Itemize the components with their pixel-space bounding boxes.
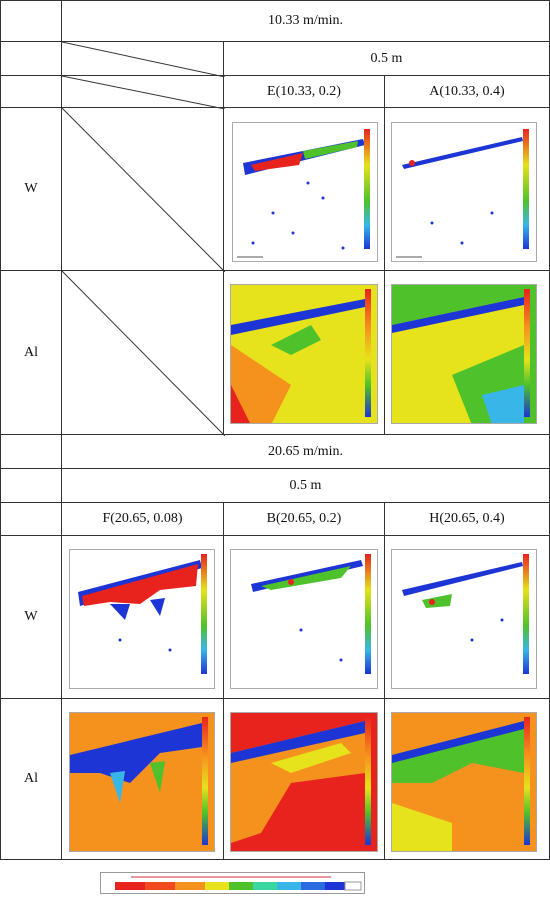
map-image-Al-E (230, 284, 378, 424)
condition-header: A(10.33, 0.4) (384, 75, 550, 108)
map-image-Al-F (69, 712, 215, 852)
diagonal-line (62, 76, 225, 109)
map-image-W-H (391, 549, 537, 689)
diagonal-line (62, 42, 225, 77)
condition-header: E(10.33, 0.2) (223, 75, 385, 108)
color-scale-gradient (115, 876, 362, 891)
corner-cell (0, 434, 62, 469)
diagonal-line (62, 108, 225, 272)
color-scale-bar (100, 872, 365, 894)
corner-cell (0, 75, 62, 108)
map-image-W-F (69, 549, 215, 689)
corner-cell (0, 468, 62, 503)
condition-header: H(20.65, 0.4) (384, 502, 550, 536)
row-label: Al (0, 270, 62, 435)
map-image-W-B (230, 549, 378, 689)
map-image-Al-H (391, 712, 537, 852)
row-label: W (0, 107, 62, 271)
depth-header: 0.5 m (223, 41, 550, 76)
speed-header: 20.65 m/min. (61, 434, 550, 469)
corner-cell (0, 502, 62, 536)
speed-header: 10.33 m/min. (61, 0, 550, 42)
row-label: Al (0, 698, 62, 860)
map-image-Al-A (391, 284, 537, 424)
diagonal-line (62, 271, 225, 436)
row-label: W (0, 535, 62, 699)
corner-cell (0, 41, 62, 76)
results-table: 10.33 m/min. 0.5 m E(10.33, 0.2) A(10.33… (0, 0, 550, 860)
map-image-W-E (232, 122, 378, 262)
map-image-Al-B (230, 712, 378, 852)
diagonal-cell (61, 75, 225, 109)
diagonal-cell (61, 107, 225, 272)
depth-header: 0.5 m (61, 468, 550, 503)
diagonal-cell (61, 41, 225, 77)
map-image-W-A (391, 122, 537, 262)
corner-cell (0, 0, 62, 42)
condition-header: B(20.65, 0.2) (223, 502, 385, 536)
condition-header: F(20.65, 0.08) (61, 502, 224, 536)
diagonal-cell (61, 270, 225, 436)
